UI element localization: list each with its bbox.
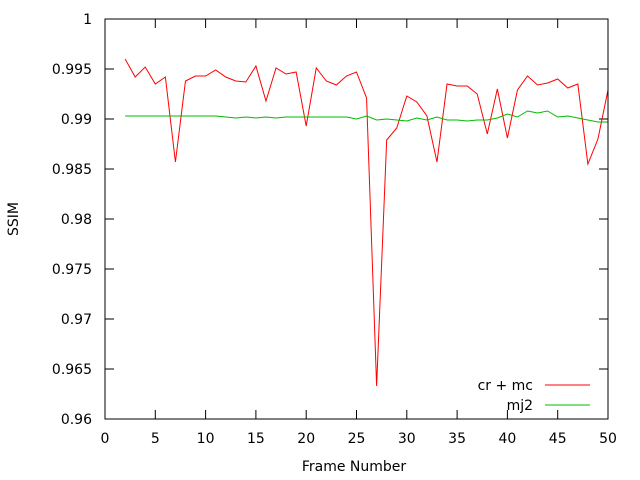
x-tick-labels: 0 5 10 15 20 25 30 35 40 45 50 <box>101 431 617 447</box>
x-tick-label: 40 <box>498 431 516 447</box>
y-tick-label: 1 <box>83 12 92 28</box>
x-tick-label: 0 <box>101 431 110 447</box>
y-tick-label: 0.975 <box>52 262 92 278</box>
series-line-mj2 <box>125 110 608 123</box>
y-tick-label: 0.965 <box>52 362 92 378</box>
series-lines <box>124 58 609 387</box>
x-tick-label: 10 <box>197 431 215 447</box>
legend-label: mj2 <box>507 398 533 414</box>
x-tick-label: 45 <box>549 431 567 447</box>
x-tick-label: 30 <box>398 431 416 447</box>
x-tick-label: 15 <box>247 431 265 447</box>
y-axis-title: SSIM <box>6 202 22 236</box>
y-tick-label: 0.98 <box>61 212 92 228</box>
y-tick-labels: 0.96 0.965 0.97 0.975 0.98 0.985 0.99 0.995 1 <box>52 12 92 428</box>
y-tick-label: 0.99 <box>61 112 92 128</box>
plot-frame <box>104 18 609 420</box>
x-axis-title: Frame Number <box>302 459 407 475</box>
x-tick-label: 50 <box>599 431 617 447</box>
y-tick-label: 0.97 <box>61 312 92 328</box>
x-tick-label: 35 <box>448 431 466 447</box>
legend: cr + mc mj2 <box>478 378 590 414</box>
x-tick-label: 5 <box>151 431 160 447</box>
y-tick-label: 0.995 <box>52 62 92 78</box>
series-line-cr-mc <box>124 58 609 387</box>
x-tick-label: 20 <box>297 431 315 447</box>
y-tick-label: 0.985 <box>52 162 92 178</box>
legend-label: cr + mc <box>478 378 533 394</box>
x-tick-label: 25 <box>348 431 366 447</box>
y-tick-label: 0.96 <box>61 412 92 428</box>
